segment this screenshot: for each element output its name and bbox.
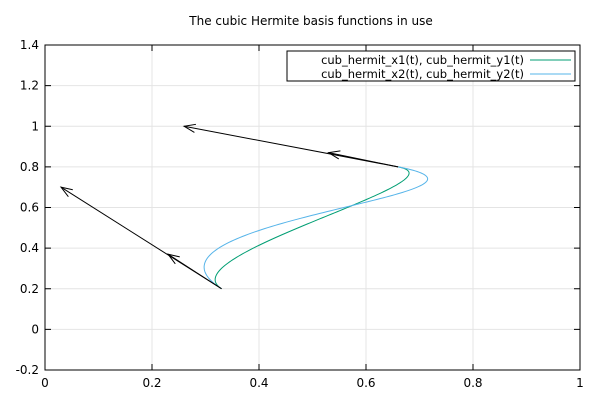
y-tick-label: 0 (31, 322, 39, 336)
y-tick-label: 0.2 (20, 282, 39, 296)
tangent-arrow (184, 125, 399, 168)
legend-box (286, 50, 576, 82)
tangent-arrowhead (59, 186, 73, 197)
x-tick-label: 1 (576, 376, 584, 390)
grid (45, 45, 580, 370)
y-tick-label: 0.8 (20, 160, 39, 174)
tick-layer: 0 0.2 0.4 0.6 0.8 1-0.200.20.40.60.811.21.4 (16, 38, 584, 390)
tangent-arrow (328, 152, 399, 168)
x-tick-label: 0.4 (249, 376, 268, 390)
tangent-arrow (167, 253, 222, 290)
y-tick-label: 1.2 (20, 79, 39, 93)
series-layer (203, 166, 429, 290)
x-tick-label: 0 (41, 376, 49, 390)
series-line-2 (203, 166, 429, 290)
legend-label-2: cub_hermit_x2(t), cub_hermit_y2(t) (321, 67, 524, 81)
x-tick-label: 0.6 (356, 376, 375, 390)
arrow-layer (59, 123, 399, 290)
y-tick-label: 0.6 (20, 201, 39, 215)
tangent-arrowhead (327, 150, 341, 160)
y-tick-label: 1 (31, 119, 39, 133)
x-tick-label: 0.8 (463, 376, 482, 390)
y-tick-label: 0.4 (20, 241, 39, 255)
tangent-arrowhead (182, 123, 197, 133)
legend-label-1: cub_hermit_x1(t), cub_hermit_y1(t) (321, 53, 524, 67)
chart-title: The cubic Hermite basis functions in use (188, 14, 432, 28)
y-tick-label: 1.4 (20, 38, 39, 52)
legend: cub_hermit_x1(t), cub_hermit_y1(t) cub_h… (286, 50, 576, 82)
x-tick-label: 0.2 (142, 376, 161, 390)
series-line-1 (214, 166, 410, 290)
tangent-arrowhead (166, 253, 180, 265)
y-tick-label: -0.2 (16, 363, 39, 377)
